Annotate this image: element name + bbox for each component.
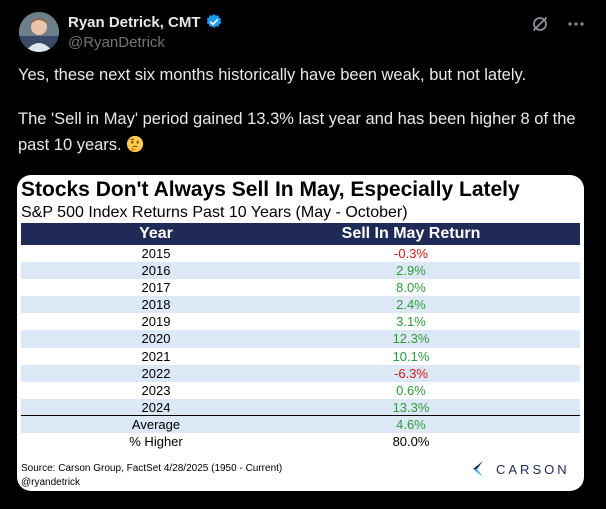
header-return: Sell In May Return — [341, 225, 481, 242]
table-row: 2023 0.6% — [21, 382, 580, 399]
carson-logo-icon — [469, 459, 489, 479]
source-note: Source: Carson Group, FactSet 4/28/2025 … — [21, 463, 283, 474]
author-avatar[interactable] — [19, 12, 59, 52]
media-image-table[interactable]: Stocks Don't Always Sell In May, Especia… — [17, 175, 584, 491]
cell-return: 13.3% — [392, 399, 430, 415]
cell-return: -0.3% — [394, 246, 428, 261]
table-row: 2021 10.1% — [21, 348, 580, 365]
cell-year: 2023 — [141, 382, 171, 398]
tweet-text: Yes, these next six months historically … — [18, 62, 588, 158]
summary-row-higher: % Higher 80.0% — [21, 433, 580, 450]
table-body: 2015 -0.3% 2016 2.9% 2017 8.0% 2018 2.4% 201… — [21, 245, 580, 416]
cell-return: 8.0% — [396, 280, 426, 296]
cell-year: 2020 — [141, 331, 171, 347]
cell-year: 2018 — [141, 297, 171, 313]
table-row: 2017 8.0% — [21, 279, 580, 296]
cell-year: 2019 — [141, 314, 171, 330]
author-handle[interactable]: @RyanDetrick — [68, 34, 165, 51]
cell-year: 2016 — [141, 263, 171, 279]
carson-logo-text: CARSON — [496, 461, 570, 477]
table-row: 2018 2.4% — [21, 296, 580, 314]
cell-year: 2021 — [141, 348, 171, 364]
cell-return: 10.1% — [392, 348, 430, 364]
summary-value: 4.6% — [396, 417, 426, 432]
table-summary: Average 4.6% % Higher 80.0% — [21, 415, 580, 450]
cell-return: 12.3% — [392, 331, 430, 347]
summary-label: % Higher — [129, 434, 183, 449]
cell-return: 2.4% — [396, 297, 426, 313]
table-row: 2024 13.3% — [21, 398, 580, 416]
cell-year: 2024 — [141, 399, 171, 415]
cell-year: 2015 — [141, 246, 171, 261]
table-header: Year Sell In May Return — [21, 223, 580, 245]
cell-return: 0.6% — [396, 382, 426, 398]
table-row: 2022 -6.3% — [21, 364, 580, 382]
cell-return: -6.3% — [394, 365, 428, 381]
table-row: 2020 12.3% — [21, 330, 580, 348]
tweet-text-line-1: Yes, these next six months historically … — [18, 66, 527, 84]
author-name-text: Ryan Detrick, CMT — [68, 13, 201, 31]
tweet-text-line-2: The 'Sell in May' period gained 13.3% la… — [18, 106, 588, 158]
cell-year: 2022 — [141, 365, 171, 381]
header-year: Year — [139, 225, 173, 242]
cell-year: 2017 — [141, 280, 171, 296]
table-row: 2016 2.9% — [21, 262, 580, 280]
credit-handle: @ryandetrick — [21, 477, 81, 488]
summary-label: Average — [131, 417, 181, 432]
table-subtitle: S&P 500 Index Returns Past 10 Years (May… — [21, 204, 408, 221]
summary-value: 80.0% — [392, 434, 430, 449]
tweet-actions — [530, 14, 586, 34]
table-row: 2015 -0.3% — [21, 245, 580, 262]
cell-return: 3.1% — [396, 314, 426, 330]
cell-return: 2.9% — [396, 263, 426, 279]
more-options-icon[interactable] — [566, 14, 586, 34]
summary-row-average: Average 4.6% — [21, 416, 580, 433]
grok-icon[interactable] — [530, 14, 550, 34]
verified-badge-icon — [205, 13, 223, 31]
author-name[interactable]: Ryan Detrick, CMT — [68, 13, 223, 31]
thinking-face-emoji — [126, 135, 144, 153]
table-title: Stocks Don't Always Sell In May, Especia… — [21, 178, 520, 201]
tweet-text-line-2-text: The 'Sell in May' period gained 13.3% la… — [18, 110, 576, 154]
carson-logo: CARSON — [469, 459, 570, 479]
table-row: 2019 3.1% — [21, 313, 580, 330]
